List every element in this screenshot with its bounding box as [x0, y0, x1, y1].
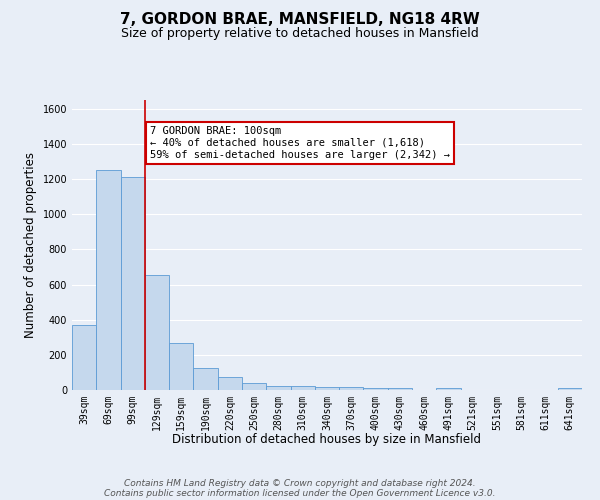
- Bar: [558, 388, 582, 390]
- Bar: [145, 275, 169, 390]
- Bar: [266, 386, 290, 390]
- Bar: [388, 388, 412, 390]
- Text: Contains public sector information licensed under the Open Government Licence v3: Contains public sector information licen…: [104, 488, 496, 498]
- Bar: [193, 368, 218, 390]
- Bar: [339, 388, 364, 390]
- X-axis label: Distribution of detached houses by size in Mansfield: Distribution of detached houses by size …: [173, 433, 482, 446]
- Text: 7, GORDON BRAE, MANSFIELD, NG18 4RW: 7, GORDON BRAE, MANSFIELD, NG18 4RW: [120, 12, 480, 28]
- Text: Contains HM Land Registry data © Crown copyright and database right 2024.: Contains HM Land Registry data © Crown c…: [124, 478, 476, 488]
- Bar: [121, 178, 145, 390]
- Bar: [169, 344, 193, 390]
- Bar: [364, 388, 388, 390]
- Bar: [315, 388, 339, 390]
- Bar: [242, 384, 266, 390]
- Bar: [218, 377, 242, 390]
- Y-axis label: Number of detached properties: Number of detached properties: [24, 152, 37, 338]
- Bar: [72, 325, 96, 390]
- Bar: [290, 386, 315, 390]
- Text: 7 GORDON BRAE: 100sqm
← 40% of detached houses are smaller (1,618)
59% of semi-d: 7 GORDON BRAE: 100sqm ← 40% of detached …: [150, 126, 450, 160]
- Text: Size of property relative to detached houses in Mansfield: Size of property relative to detached ho…: [121, 28, 479, 40]
- Bar: [96, 170, 121, 390]
- Bar: [436, 388, 461, 390]
